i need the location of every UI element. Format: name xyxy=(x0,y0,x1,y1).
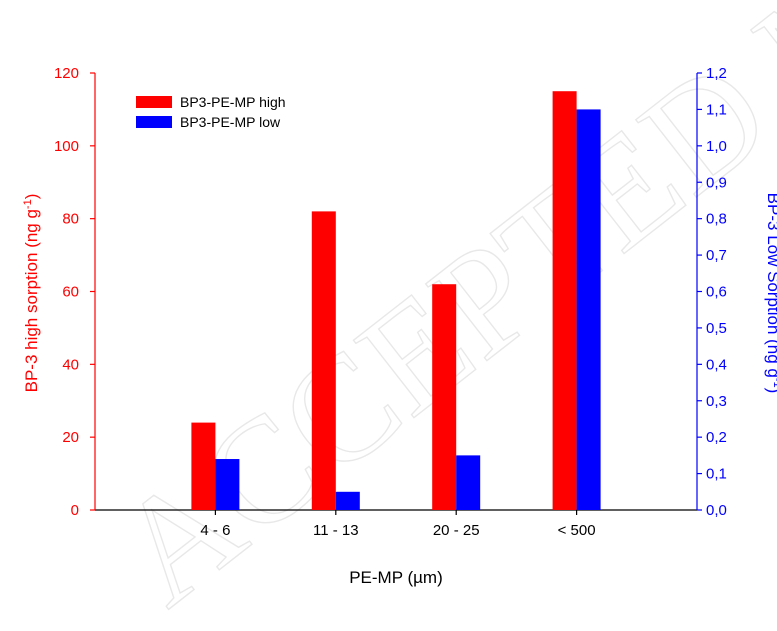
right-y-axis-label-base: BP-3 Low Sorption (ng g xyxy=(764,193,777,378)
right-tick-label: 0,9 xyxy=(706,174,727,191)
left-tick-label: 120 xyxy=(54,65,79,82)
legend-swatch xyxy=(136,96,172,108)
right-tick-label: 1,0 xyxy=(706,138,727,155)
right-y-axis-label-sup: -1 xyxy=(771,378,777,388)
bar-high xyxy=(191,422,216,510)
right-tick-label: 0,8 xyxy=(706,211,727,228)
x-tick-label: < 500 xyxy=(558,522,596,539)
bar-high xyxy=(552,91,577,510)
x-axis: 4 - 6 11 - 13 20 - 25 < 500 xyxy=(200,510,596,539)
legend-label: BP3-PE-MP high xyxy=(180,94,286,110)
right-tick-label: 0,6 xyxy=(706,284,727,301)
bar-low xyxy=(215,459,240,510)
right-tick-label: 0,4 xyxy=(706,356,727,373)
x-tick-label: 20 - 25 xyxy=(433,522,480,539)
bar-low xyxy=(576,109,601,511)
left-tick-label: 60 xyxy=(62,284,79,301)
left-y-axis-label-base: BP-3 high sorption (ng g xyxy=(22,209,41,392)
right-y-axis: 0,0 0,1 0,2 0,3 0,4 0,5 0,6 0,7 0,8 0,9 1,0 1,1 1,2 xyxy=(697,65,727,519)
bar-low xyxy=(456,455,481,510)
left-tick-label: 80 xyxy=(62,211,79,228)
left-tick-label: 100 xyxy=(54,138,79,155)
right-y-axis-label-close: ) xyxy=(764,388,777,394)
x-tick-label: 4 - 6 xyxy=(200,522,230,539)
bars xyxy=(191,91,601,511)
left-y-axis-label: BP-3 high sorption (ng g-1) xyxy=(22,194,41,393)
bar-high xyxy=(311,211,336,510)
right-tick-label: 0,3 xyxy=(706,393,727,410)
right-tick-label: 0,0 xyxy=(706,502,727,519)
left-tick-label: 0 xyxy=(71,502,79,519)
bar-high xyxy=(432,284,457,510)
right-tick-label: 0,5 xyxy=(706,320,727,337)
left-tick-label: 20 xyxy=(62,429,79,446)
bar-low xyxy=(335,491,360,510)
right-y-axis-label: BP-3 Low Sorption (ng g-1) xyxy=(764,193,777,394)
left-tick-label: 40 xyxy=(62,356,79,373)
legend-swatch xyxy=(136,116,172,128)
x-axis-label: PE-MP (µm) xyxy=(349,568,443,587)
legend: BP3-PE-MP high BP3-PE-MP low xyxy=(136,94,286,130)
left-y-axis-label-sup: -1 xyxy=(22,199,34,209)
right-tick-label: 0,7 xyxy=(706,247,727,264)
right-tick-label: 0,2 xyxy=(706,429,727,446)
right-tick-label: 1,1 xyxy=(706,101,727,118)
x-tick-label: 11 - 13 xyxy=(313,522,359,539)
legend-label: BP3-PE-MP low xyxy=(180,114,281,130)
left-y-axis: 0 20 40 60 80 100 120 xyxy=(54,65,95,519)
right-tick-label: 1,2 xyxy=(706,65,727,82)
right-tick-label: 0,1 xyxy=(706,466,727,483)
left-y-axis-label-close: ) xyxy=(22,194,41,200)
